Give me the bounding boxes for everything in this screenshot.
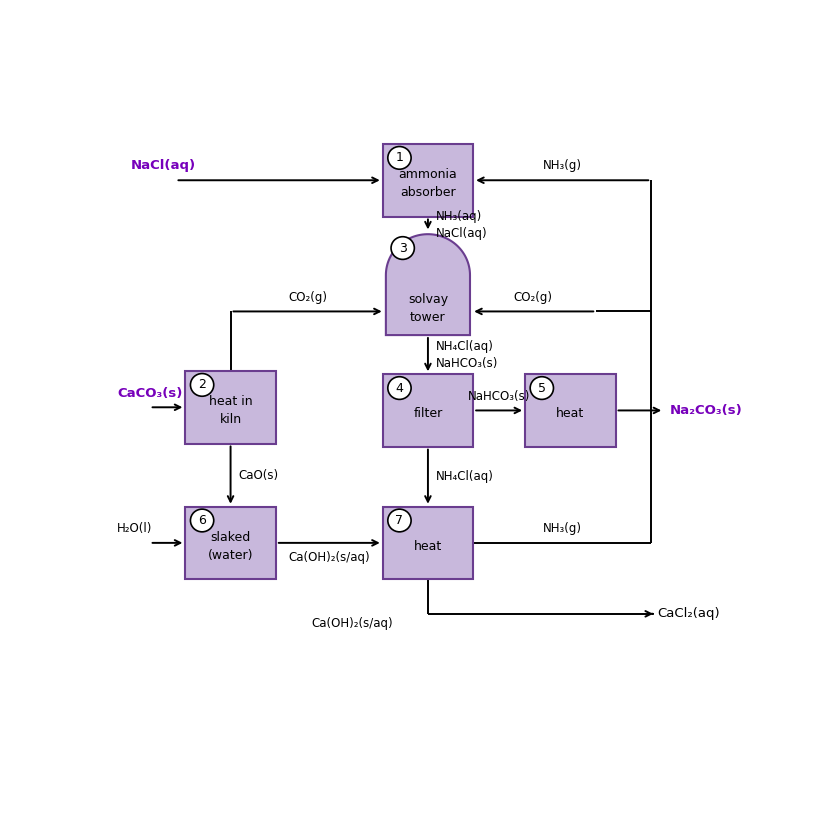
Text: heat in
kiln: heat in kiln <box>209 395 252 426</box>
Text: CO₂(g): CO₂(g) <box>514 291 553 304</box>
Text: 1: 1 <box>396 152 403 165</box>
Circle shape <box>530 377 554 400</box>
Circle shape <box>190 373 214 396</box>
Text: H₂O(l): H₂O(l) <box>117 523 153 536</box>
Circle shape <box>387 147 411 170</box>
FancyBboxPatch shape <box>185 371 276 444</box>
Circle shape <box>387 509 411 532</box>
Text: NH₄Cl(aq): NH₄Cl(aq) <box>437 470 494 483</box>
Text: 3: 3 <box>399 242 407 255</box>
Text: NaCl(aq): NaCl(aq) <box>130 159 195 172</box>
Text: 7: 7 <box>396 514 403 527</box>
Circle shape <box>387 377 411 400</box>
Circle shape <box>190 509 214 532</box>
Text: 6: 6 <box>198 514 206 527</box>
Text: NaHCO₃(s): NaHCO₃(s) <box>468 390 530 403</box>
Text: 5: 5 <box>538 382 546 395</box>
Text: Na₂CO₃(s): Na₂CO₃(s) <box>670 404 742 417</box>
FancyBboxPatch shape <box>382 374 473 446</box>
Text: heat: heat <box>556 407 584 420</box>
FancyBboxPatch shape <box>382 507 473 579</box>
Text: NH₃(g): NH₃(g) <box>543 523 582 536</box>
Text: NH₃(aq)
NaCl(aq): NH₃(aq) NaCl(aq) <box>437 210 488 240</box>
Text: NH₃(g): NH₃(g) <box>543 159 582 172</box>
Text: CaCl₂(aq): CaCl₂(aq) <box>658 608 721 620</box>
Text: solvay
tower: solvay tower <box>407 292 448 324</box>
PathPatch shape <box>386 234 470 335</box>
FancyBboxPatch shape <box>185 507 276 579</box>
Text: CaO(s): CaO(s) <box>238 468 278 482</box>
Text: 2: 2 <box>198 378 206 391</box>
FancyBboxPatch shape <box>525 374 615 446</box>
Text: slaked
(water): slaked (water) <box>208 531 253 562</box>
Text: ammonia
absorber: ammonia absorber <box>398 168 458 199</box>
Text: CO₂(g): CO₂(g) <box>289 291 327 304</box>
Circle shape <box>391 237 414 260</box>
Text: CaCO₃(s): CaCO₃(s) <box>117 387 183 400</box>
Text: filter: filter <box>413 407 443 420</box>
Text: Ca(OH)₂(s/aq): Ca(OH)₂(s/aq) <box>288 551 370 564</box>
Text: 4: 4 <box>396 382 403 395</box>
Text: Ca(OH)₂(s/aq): Ca(OH)₂(s/aq) <box>311 617 392 630</box>
FancyBboxPatch shape <box>382 144 473 216</box>
Text: NH₄Cl(aq)
NaHCO₃(s): NH₄Cl(aq) NaHCO₃(s) <box>437 340 498 369</box>
Text: heat: heat <box>414 540 442 553</box>
